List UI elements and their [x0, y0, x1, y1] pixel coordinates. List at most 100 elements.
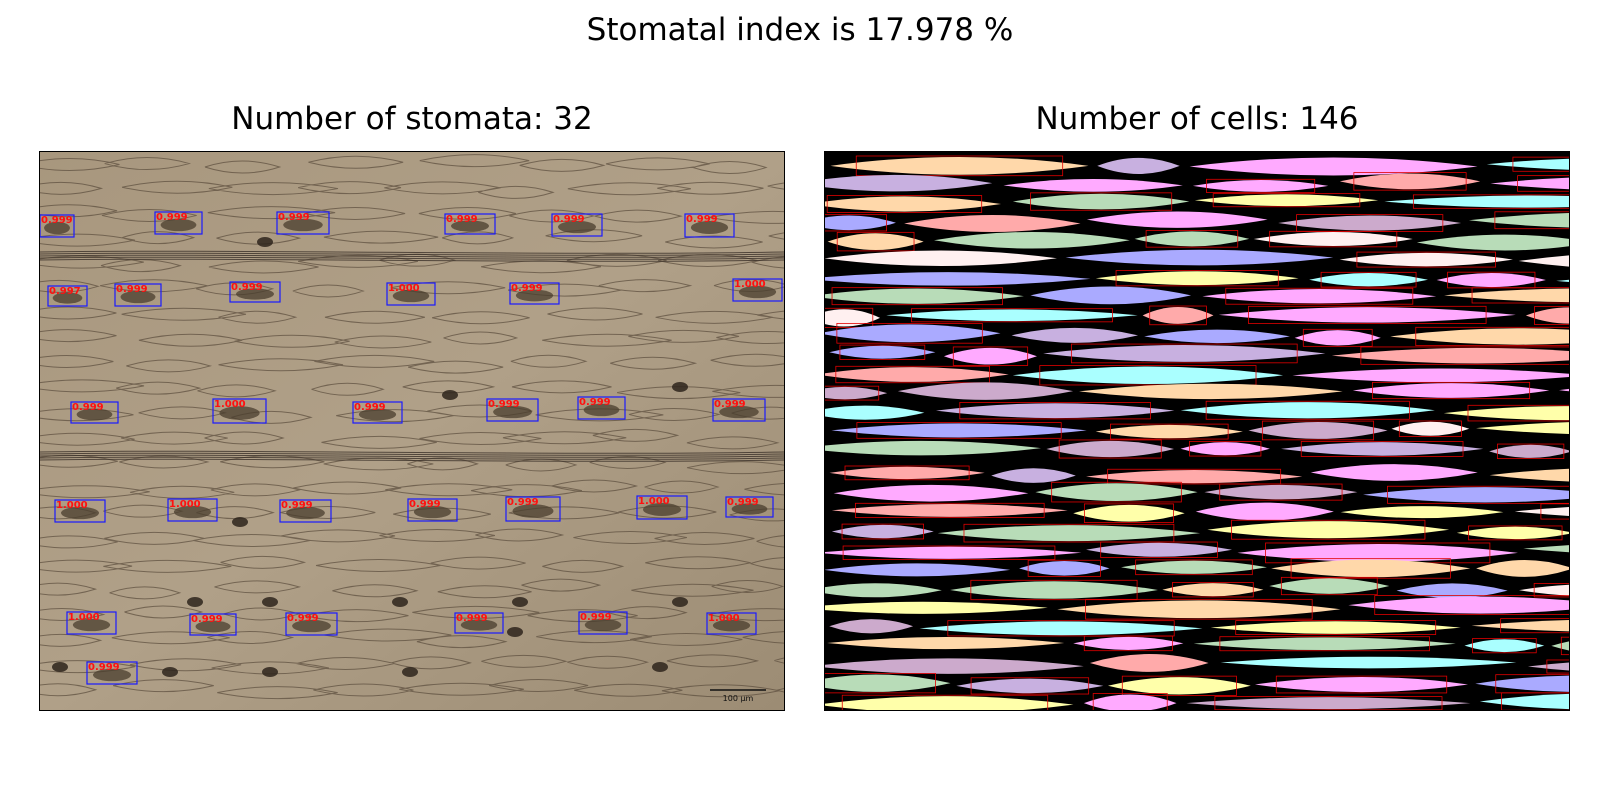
detection-score: 0.999 [231, 282, 263, 293]
cell-bounding-box [856, 422, 1062, 439]
cell-mask [1086, 211, 1268, 228]
cell-mask [1121, 560, 1267, 574]
cell-mask [1523, 545, 1569, 553]
segmented-cell [825, 272, 1091, 286]
cell-bounding-box [1051, 481, 1182, 503]
segmented-cell [825, 195, 1002, 213]
segmented-cell [1348, 595, 1569, 615]
segmented-cell [825, 694, 1074, 710]
segmented-cell [1556, 279, 1569, 283]
cell-bounding-box [825, 307, 874, 328]
segmented-cell [1523, 545, 1569, 553]
cell-bounding-box [1030, 192, 1173, 211]
detection-score: 0.997 [49, 286, 81, 297]
detection-score: 0.999 [354, 402, 386, 413]
cell-mask [1089, 654, 1209, 672]
micrograph-image: 0.999 0.999 0.999 0.999 0.999 0.999 0.997 0.999… [40, 152, 784, 710]
detection-score: 0.999 [507, 497, 539, 508]
segmented-cell [1339, 251, 1513, 268]
cell-bounding-box [1149, 305, 1207, 326]
cell-mask [1331, 347, 1569, 364]
cell-mask [1391, 421, 1470, 436]
detection-score: 0.999 [72, 402, 104, 413]
cell-mask [1218, 307, 1516, 323]
micrograph-panel: 0.999 0.999 0.999 0.999 0.999 0.999 0.997 0.999… [39, 151, 785, 711]
stoma-detection: 0.999 [444, 213, 496, 235]
segmented-cell [1065, 249, 1334, 266]
cell-mask [833, 484, 1029, 502]
segmented-cell [825, 250, 1057, 267]
stoma-detection: 1.000 [54, 499, 106, 523]
segmented-cell [1121, 559, 1267, 576]
cell-mask [830, 156, 1089, 175]
cell-bounding-box [1372, 381, 1531, 400]
stoma-detection: 1.000 [636, 495, 688, 520]
trichome [672, 597, 688, 607]
segmented-cell [1443, 404, 1569, 422]
segmented-cell [1086, 211, 1268, 228]
detection-score: 0.999 [727, 497, 759, 508]
vein-line [40, 458, 784, 462]
segmented-cell [1525, 306, 1569, 325]
cell-mask [1278, 215, 1462, 231]
detection-box [285, 612, 338, 636]
cell-mask [1292, 368, 1569, 383]
cell-bounding-box [1472, 638, 1537, 654]
detection-score: 0.999 [714, 399, 746, 410]
cell-bounding-box [1083, 635, 1173, 652]
cell-bounding-box [1534, 306, 1569, 325]
segmented-cell [1489, 443, 1569, 460]
detection-score: 0.999 [88, 662, 120, 673]
segmented-cell [1271, 558, 1471, 579]
detection-score: 0.999 [553, 214, 585, 225]
cell-bounding-box [1300, 441, 1464, 457]
cell-mask [1271, 559, 1471, 578]
segmented-cell [1046, 439, 1175, 459]
segmented-cell [1073, 503, 1185, 523]
scale-bar: 100 µm [710, 689, 766, 703]
detection-score: 0.999 [116, 284, 148, 295]
detection-box [509, 282, 560, 305]
segmented-cell [1253, 230, 1413, 248]
cell-bounding-box [1353, 172, 1467, 191]
cell-bounding-box [1290, 558, 1451, 579]
cell-mask [1046, 440, 1175, 458]
vein-line [40, 258, 784, 262]
cell-wall-row [40, 555, 784, 573]
cell-mask [1269, 578, 1390, 594]
segmented-cell [1194, 193, 1379, 208]
segmented-cell [825, 673, 951, 694]
cell-mask [1253, 232, 1413, 247]
detection-score: 0.999 [686, 214, 718, 225]
stoma-detection: 0.999 [70, 401, 119, 424]
cell-mask [1189, 157, 1478, 176]
detection-score: 1.000 [638, 496, 670, 507]
cell-mask [1384, 195, 1569, 208]
detection-box [706, 612, 757, 635]
vein-line [40, 256, 784, 260]
trichome [257, 237, 273, 247]
cell-bounding-box [1471, 287, 1569, 304]
cell-mask [825, 272, 1091, 286]
cell-bounding-box [1115, 270, 1279, 287]
cell-bounding-box [839, 344, 926, 360]
detection-box [279, 499, 332, 523]
cell-bounding-box [825, 673, 936, 694]
detection-box [114, 283, 162, 307]
stoma [52, 292, 83, 304]
cell-wall-row [40, 679, 784, 700]
segmented-cell [829, 344, 936, 360]
segmented-cell [1043, 343, 1326, 364]
detection-box [636, 495, 688, 520]
cell-mask [934, 231, 1130, 249]
leaf-veins [40, 250, 784, 462]
segmented-cell [934, 231, 1130, 249]
segmented-cell [1551, 636, 1569, 656]
segmented-cell [1012, 192, 1190, 211]
detection-score: 0.999 [278, 212, 310, 223]
cell-wall-row [40, 479, 784, 499]
cell-mask [1192, 179, 1329, 192]
segmented-cell [943, 346, 1037, 366]
segmented-cell [1294, 328, 1381, 347]
segmented-cell [1144, 329, 1290, 344]
